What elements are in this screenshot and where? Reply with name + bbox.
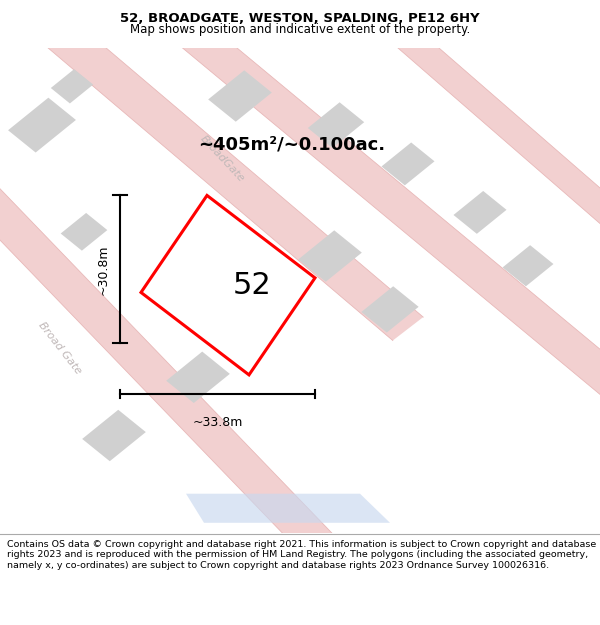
Polygon shape <box>361 286 419 332</box>
Polygon shape <box>208 70 272 122</box>
Polygon shape <box>61 213 107 251</box>
Polygon shape <box>186 494 390 522</box>
Polygon shape <box>166 352 230 403</box>
Polygon shape <box>82 410 146 461</box>
Text: 52: 52 <box>233 271 271 299</box>
Text: ~405m²/~0.100ac.: ~405m²/~0.100ac. <box>198 136 385 154</box>
Text: Contains OS data © Crown copyright and database right 2021. This information is : Contains OS data © Crown copyright and d… <box>7 540 596 570</box>
Polygon shape <box>8 98 76 152</box>
Text: Broad Gate: Broad Gate <box>37 320 83 376</box>
Text: Map shows position and indicative extent of the property.: Map shows position and indicative extent… <box>130 22 470 36</box>
Polygon shape <box>308 102 364 148</box>
Polygon shape <box>33 11 423 341</box>
Text: 52, BROADGATE, WESTON, SPALDING, PE12 6HY: 52, BROADGATE, WESTON, SPALDING, PE12 6H… <box>120 12 480 25</box>
Polygon shape <box>51 69 93 104</box>
Polygon shape <box>379 15 600 240</box>
Text: ~33.8m: ~33.8m <box>193 416 242 429</box>
Polygon shape <box>454 191 506 234</box>
Polygon shape <box>166 12 600 408</box>
Polygon shape <box>503 245 553 286</box>
Polygon shape <box>298 231 362 282</box>
Text: ~30.8m: ~30.8m <box>96 244 109 294</box>
Text: BroadGate: BroadGate <box>198 134 246 184</box>
Polygon shape <box>141 196 315 375</box>
Polygon shape <box>382 142 434 186</box>
Polygon shape <box>0 174 346 566</box>
